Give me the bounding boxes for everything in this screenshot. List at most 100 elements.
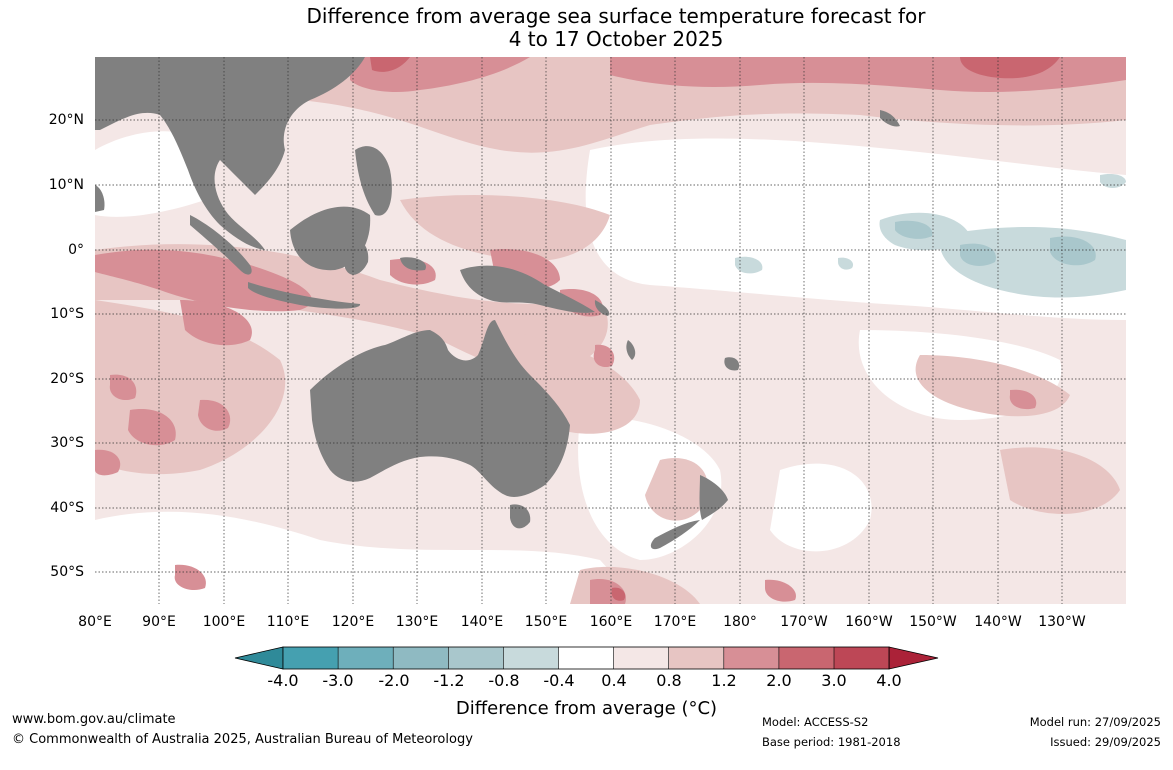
map-field — [95, 57, 1126, 604]
footer-copyright: © Commonwealth of Australia 2025, Austra… — [12, 732, 473, 747]
colorbar-tick-label: 2.0 — [766, 671, 792, 690]
footer-issued: Issued: 29/09/2025 — [1050, 735, 1161, 749]
anomaly-2.0-3.0-region — [370, 57, 410, 72]
anomaly-neg-0.8-1.2-region — [895, 220, 933, 239]
anomaly-2.0-3.0-region — [960, 57, 1060, 79]
colorbar-tick-label: 4.0 — [876, 671, 902, 690]
lon-label-80e: 80°E — [78, 614, 112, 630]
anomaly-1.2-2.0-region — [1009, 389, 1037, 410]
new-zealand-north-island — [699, 475, 728, 520]
anomaly-neg-0.4-0.8-region — [1100, 173, 1126, 188]
lon-label-90e: 90°E — [142, 614, 176, 630]
tasmania — [510, 504, 531, 529]
colorbar-tick-label: -4.0 — [267, 671, 299, 690]
lat-label-40s: 40°S — [50, 500, 84, 516]
colorbar-tick-label: -3.0 — [322, 671, 354, 690]
anomaly-1.2-2.0-region — [180, 300, 252, 346]
lon-label-160w: 160°W — [845, 614, 893, 630]
colorbar-swatch — [668, 647, 725, 669]
colorbar-swatch — [723, 647, 780, 669]
anomaly-neg-0.8-1.2-region — [1050, 236, 1096, 266]
lon-label-100e: 100°E — [202, 614, 246, 630]
colorbar-tick-label: -0.8 — [488, 671, 520, 690]
graticule — [95, 57, 1126, 604]
lat-label-30s: 30°S — [50, 435, 84, 451]
anomaly-0.8-1.2-region — [1000, 447, 1120, 514]
vanuatu — [626, 340, 636, 360]
footer-model: Model: ACCESS-S2 — [762, 715, 869, 729]
philippines — [355, 146, 392, 216]
colorbar-swatch — [448, 647, 504, 669]
colorbar-swatch — [338, 647, 394, 669]
colorbar-swatch — [503, 647, 559, 669]
lon-label-140e: 140°E — [460, 614, 504, 630]
footer-model-run: Model run: 27/09/2025 — [1029, 715, 1161, 729]
lon-label-140w: 140°W — [974, 614, 1022, 630]
anomaly-1.2-2.0-region — [765, 579, 796, 602]
fiji — [724, 357, 740, 371]
colorbar-swatch — [393, 647, 449, 669]
colorbar-swatch — [613, 647, 670, 669]
lon-label-170e: 170°E — [653, 614, 697, 630]
colorbar-swatch — [834, 647, 890, 669]
map-title-line2: 4 to 17 October 2025 — [508, 27, 724, 51]
colorbar-swatch — [558, 647, 615, 669]
lat-label-10s: 10°S — [50, 306, 84, 322]
colorbar-extend-low — [234, 646, 284, 670]
colorbar-tick-label: 0.8 — [656, 671, 682, 690]
colorbar-tick-label: 1.2 — [711, 671, 737, 690]
colorbar-swatch — [778, 647, 835, 669]
neutral-region — [95, 511, 640, 604]
australia — [310, 320, 570, 497]
lat-label-0: 0° — [68, 242, 84, 258]
anomaly-0.8-1.2-region — [645, 458, 708, 521]
neutral-region — [770, 463, 872, 552]
lon-label-150w: 150°W — [909, 614, 957, 630]
maluku-islands — [400, 257, 426, 271]
lat-label-20n: 20°N — [48, 112, 84, 128]
anomaly-1.2-2.0-region — [109, 374, 137, 401]
sri-lanka — [95, 185, 105, 212]
anomaly-0.8-1.2-region — [400, 195, 610, 261]
lon-label-110e: 110°E — [266, 614, 310, 630]
lon-label-130w: 130°W — [1038, 614, 1086, 630]
lon-label-170w: 170°W — [780, 614, 828, 630]
anomaly-1.2-2.0-region — [95, 249, 312, 312]
new-guinea — [460, 265, 595, 313]
colorbar — [234, 646, 939, 670]
solomon-islands — [594, 300, 610, 316]
colorbar-tick-label: -0.4 — [543, 671, 575, 690]
land-masses — [95, 57, 900, 550]
anomaly-1.2-2.0-region — [593, 344, 615, 368]
colorbar-tick-label: 3.0 — [821, 671, 847, 690]
colorbar-tick-label: -2.0 — [378, 671, 410, 690]
lon-label-180: 180° — [723, 614, 757, 630]
lon-label-130e: 130°E — [395, 614, 439, 630]
footer-base-period: Base period: 1981-2018 — [762, 735, 901, 749]
colorbar-title: Difference from average (°C) — [455, 698, 718, 719]
anomaly-2.0-3.0-region — [611, 587, 626, 601]
hawaii — [880, 110, 900, 127]
asia-mainland — [95, 57, 365, 250]
lon-label-150e: 150°E — [524, 614, 568, 630]
colorbar-tick-label: -1.2 — [433, 671, 465, 690]
anomaly-1.2-2.0-region — [128, 409, 176, 446]
lat-label-20s: 20°S — [50, 371, 84, 387]
sulawesi — [345, 238, 369, 275]
anomaly-1.2-2.0-region — [174, 564, 206, 591]
lon-label-160e: 160°E — [589, 614, 633, 630]
anomaly-neg-0.8-1.2-region — [960, 243, 996, 266]
anomaly-neg-0.4-0.8-region — [735, 256, 763, 274]
colorbar-tick-label: 0.4 — [601, 671, 627, 690]
lon-label-120e: 120°E — [331, 614, 375, 630]
lat-label-10n: 10°N — [48, 177, 84, 193]
java-lesser-sunda — [248, 282, 361, 309]
lat-label-50s: 50°S — [50, 564, 84, 580]
sumatra — [190, 215, 252, 275]
colorbar-swatch — [283, 647, 339, 669]
map-title-line1: Difference from average sea surface temp… — [306, 4, 926, 28]
colorbar-outline — [282, 646, 890, 670]
footer-url[interactable]: www.bom.gov.au/climate — [12, 712, 176, 727]
colorbar-extend-high — [888, 646, 939, 670]
